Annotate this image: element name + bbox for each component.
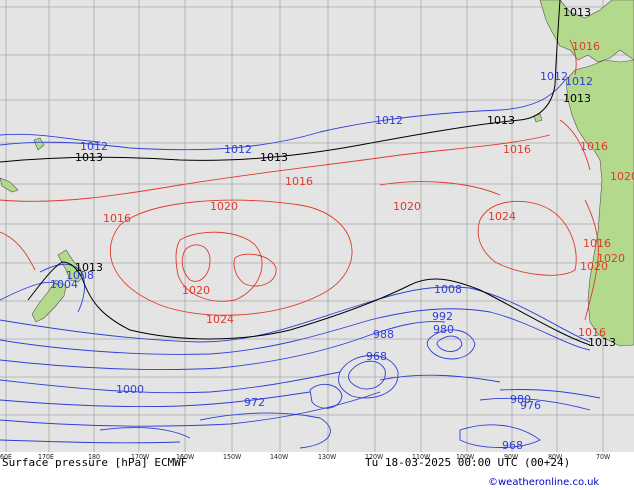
- isobar-label: 1013: [75, 261, 103, 274]
- ocean-background: [0, 0, 634, 452]
- tick-label: 160E: [0, 453, 12, 461]
- isobar-label: 968: [366, 350, 387, 363]
- isobar-label: 1016: [580, 140, 608, 153]
- isobar-label: 1024: [206, 313, 234, 326]
- credit-link[interactable]: ©weatheronline.co.uk: [488, 477, 599, 488]
- tick-label: 130W: [318, 453, 337, 461]
- isobar-label: 1013: [563, 6, 591, 19]
- isobar-label: 1012: [224, 143, 252, 156]
- isobar-label: 1020: [580, 260, 608, 273]
- isobar-label: 1000: [116, 383, 144, 396]
- isobar-label: 1013: [260, 151, 288, 164]
- isobar-label: 1016: [103, 212, 131, 225]
- land-masses: [0, 0, 634, 347]
- land-new-zealand-south: [31, 279, 67, 323]
- tick-label: 100W: [456, 453, 475, 461]
- longitude-ticks: 160E 170E 180 170W 160W 150W 140W 130W 1…: [0, 453, 611, 461]
- high-pressure-isobars: [0, 39, 599, 321]
- isobar-label: 980: [510, 393, 531, 406]
- tick-label: 110W: [412, 453, 431, 461]
- isobar-label: 1012: [80, 140, 108, 153]
- isobar-label: 1016: [285, 175, 313, 188]
- isobar-label: 1016: [572, 40, 600, 53]
- valid-time: Tu 18-03-2025 00:00 UTC (00+24): [365, 456, 570, 469]
- tick-label: 170W: [131, 453, 150, 461]
- land-new-caledonia: [0, 177, 19, 193]
- isobar-label: 1012: [565, 75, 593, 88]
- land-central-america: [539, 0, 634, 63]
- isobar-label: 1016: [578, 326, 606, 339]
- tick-label: 90W: [504, 453, 519, 461]
- isobar-label: 1004: [50, 278, 78, 291]
- isobar-label: 1020: [597, 252, 625, 265]
- land-galapagos: [533, 113, 543, 123]
- land-fiji: [33, 137, 45, 151]
- land-new-zealand-north: [57, 249, 85, 283]
- labels-high: 1016 1016 1016 1020 1020 1020 1024 1024 …: [103, 40, 634, 339]
- isobar-label: 1013: [563, 92, 591, 105]
- tick-label: 120W: [365, 453, 384, 461]
- isobar-label: 1016: [583, 237, 611, 250]
- isobar-label: 1020: [393, 200, 421, 213]
- isobar-label: 1013: [75, 151, 103, 164]
- isobar-label: 988: [373, 328, 394, 341]
- isobar-label: 1012: [375, 114, 403, 127]
- tick-label: 150W: [223, 453, 242, 461]
- isobar-label: 972: [244, 396, 265, 409]
- tick-label: 180: [88, 453, 100, 461]
- isobar-label: 1020: [610, 170, 634, 183]
- isobar-label: 980: [433, 323, 454, 336]
- isobar-label: 1008: [434, 283, 462, 296]
- isobar-label: 1024: [488, 210, 516, 223]
- standard-isobar-1013: [0, 0, 591, 346]
- isobar-label: 1013: [487, 114, 515, 127]
- tick-label: 70W: [596, 453, 611, 461]
- isobar-label: 992: [432, 310, 453, 323]
- isobar-label: 1012: [540, 70, 568, 83]
- labels-low: 1012 1012 1012 1008 1004 1008 992 988 98…: [50, 70, 593, 452]
- isobar-label: 1013: [588, 336, 616, 349]
- isobar-label: 968: [502, 439, 523, 452]
- labels-1013: 1013 1013 1013 1013 1013 1013 1013: [75, 6, 616, 349]
- isobar-label: 1016: [503, 143, 531, 156]
- low-pressure-isobars: [0, 79, 601, 449]
- chart-caption: Surface pressure [hPa] ECMWF: [2, 456, 187, 469]
- tick-label: 170E: [38, 453, 54, 461]
- tick-label: 140W: [270, 453, 289, 461]
- isobar-label: 1020: [182, 284, 210, 297]
- tick-label: 160W: [176, 453, 195, 461]
- isobar-label: 976: [520, 399, 541, 412]
- land-south-america: [565, 59, 634, 347]
- isobar-label: 1020: [210, 200, 238, 213]
- isobar-label: 1008: [66, 269, 94, 282]
- tick-label: 80W: [548, 453, 563, 461]
